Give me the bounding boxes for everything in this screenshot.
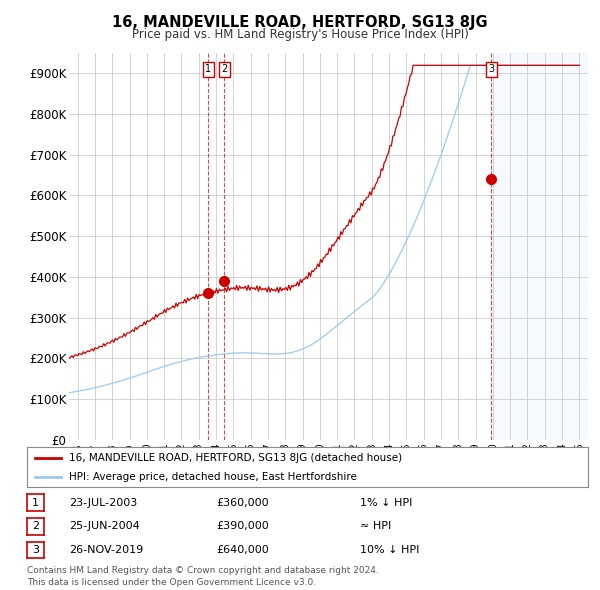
Text: 1: 1	[205, 64, 211, 74]
Text: Contains HM Land Registry data © Crown copyright and database right 2024.
This d: Contains HM Land Registry data © Crown c…	[27, 566, 379, 587]
Text: 3: 3	[32, 545, 39, 555]
Text: £640,000: £640,000	[216, 545, 269, 555]
Text: 1% ↓ HPI: 1% ↓ HPI	[360, 498, 412, 507]
Text: 10% ↓ HPI: 10% ↓ HPI	[360, 545, 419, 555]
Text: 1: 1	[32, 498, 39, 507]
Text: HPI: Average price, detached house, East Hertfordshire: HPI: Average price, detached house, East…	[69, 472, 357, 481]
Text: 26-NOV-2019: 26-NOV-2019	[69, 545, 143, 555]
Text: 16, MANDEVILLE ROAD, HERTFORD, SG13 8JG (detached house): 16, MANDEVILLE ROAD, HERTFORD, SG13 8JG …	[69, 453, 402, 463]
Text: £360,000: £360,000	[216, 498, 269, 507]
Text: 2: 2	[32, 522, 39, 531]
Text: ≈ HPI: ≈ HPI	[360, 522, 391, 531]
Text: 23-JUL-2003: 23-JUL-2003	[69, 498, 137, 507]
Text: Price paid vs. HM Land Registry's House Price Index (HPI): Price paid vs. HM Land Registry's House …	[131, 28, 469, 41]
Text: 2: 2	[221, 64, 227, 74]
Text: 16, MANDEVILLE ROAD, HERTFORD, SG13 8JG: 16, MANDEVILLE ROAD, HERTFORD, SG13 8JG	[112, 15, 488, 30]
Text: 25-JUN-2004: 25-JUN-2004	[69, 522, 140, 531]
Bar	[491, 53, 588, 440]
Text: £390,000: £390,000	[216, 522, 269, 531]
Text: 3: 3	[488, 64, 494, 74]
